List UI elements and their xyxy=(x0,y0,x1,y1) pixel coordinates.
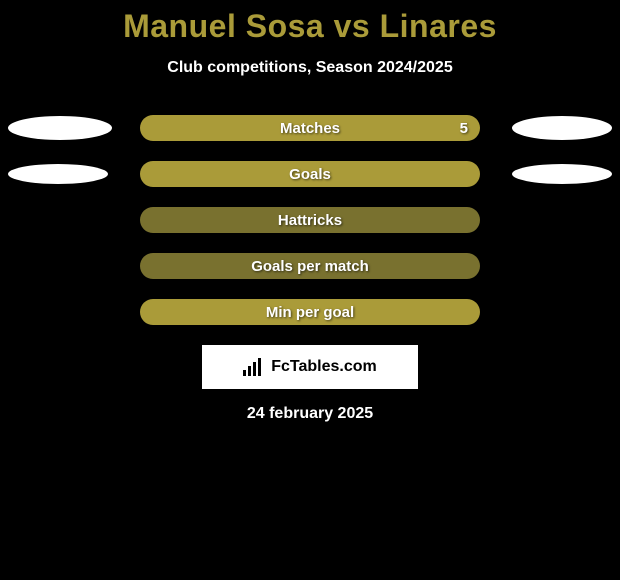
date-text: 24 february 2025 xyxy=(247,405,373,423)
stat-bar: Goals per match xyxy=(140,253,480,279)
bar-label: Matches xyxy=(280,120,340,137)
bar-chart-icon xyxy=(243,358,265,376)
left-ellipse xyxy=(8,164,108,184)
row-min-per-goal: Min per goal xyxy=(0,299,620,325)
stat-bar: Goals xyxy=(140,161,480,187)
right-ellipse xyxy=(512,116,612,140)
stat-bar: Min per goal xyxy=(140,299,480,325)
fctables-logo: FcTables.com xyxy=(202,345,418,389)
bar-label: Goals per match xyxy=(251,258,369,275)
bar-value-right: 5 xyxy=(460,120,468,137)
stat-bar: Hattricks xyxy=(140,207,480,233)
subtitle: Club competitions, Season 2024/2025 xyxy=(167,59,452,77)
bar-label: Hattricks xyxy=(278,212,342,229)
bar-label: Goals xyxy=(289,166,331,183)
logo-text: FcTables.com xyxy=(271,358,377,376)
row-goals-per-match: Goals per match xyxy=(0,253,620,279)
infographic-container: Manuel Sosa vs Linares Club competitions… xyxy=(0,0,620,423)
left-ellipse xyxy=(8,116,112,140)
stat-bar: Matches 5 xyxy=(140,115,480,141)
page-title: Manuel Sosa vs Linares xyxy=(123,8,497,45)
comparison-rows: Matches 5 Goals Hattricks Goals per matc… xyxy=(0,115,620,325)
row-hattricks: Hattricks xyxy=(0,207,620,233)
row-goals: Goals xyxy=(0,161,620,187)
right-ellipse xyxy=(512,164,612,184)
row-matches: Matches 5 xyxy=(0,115,620,141)
bar-label: Min per goal xyxy=(266,304,354,321)
